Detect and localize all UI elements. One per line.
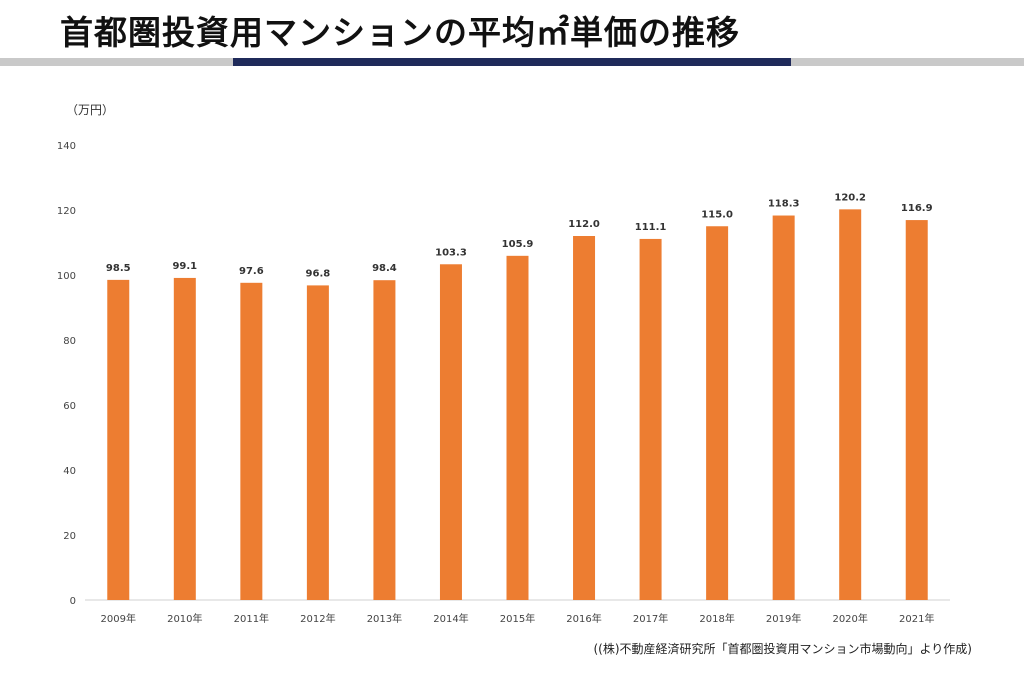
bar <box>506 255 529 600</box>
x-category-label: 2019年 <box>766 612 801 625</box>
bar-value-label: 103.3 <box>435 247 467 258</box>
x-category-label: 2013年 <box>367 612 402 625</box>
x-category-label: 2012年 <box>300 612 335 625</box>
bar <box>706 226 729 600</box>
y-tick-label: 0 <box>70 596 76 607</box>
bar-value-label: 112.0 <box>568 219 600 230</box>
x-category-label: 2017年 <box>633 612 668 625</box>
x-category-label: 2010年 <box>167 612 202 625</box>
x-category-label: 2009年 <box>101 612 136 625</box>
bar-value-label: 111.1 <box>635 222 667 233</box>
bar <box>240 282 263 600</box>
x-category-label: 2018年 <box>699 612 734 625</box>
x-category-label: 2015年 <box>500 612 535 625</box>
x-category-label: 2021年 <box>899 612 934 625</box>
bar-value-label: 96.8 <box>306 268 331 279</box>
bar-value-label: 116.9 <box>901 203 933 214</box>
bar-value-label: 120.2 <box>834 192 866 203</box>
chart-area: （万円） 0 20 40 60 80 100 120 140 98.5 99.1 97.6 96.8… <box>0 90 1024 650</box>
y-tick-label: 80 <box>63 336 76 347</box>
x-axis-category-labels: 2009年 2010年 2011年 2012年 2013年 2014年 2015年 2016年… <box>101 612 935 625</box>
y-tick-label: 60 <box>63 401 76 412</box>
bar-chart: （万円） 0 20 40 60 80 100 120 140 98.5 99.1 97.6 96.8… <box>57 103 950 625</box>
bar <box>639 238 662 601</box>
x-category-label: 2016年 <box>566 612 601 625</box>
bar-value-label: 99.1 <box>172 261 197 272</box>
bar-value-label: 105.9 <box>502 239 534 250</box>
y-tick-label: 100 <box>57 271 76 282</box>
y-tick-label: 120 <box>57 206 76 217</box>
y-axis-ticks: 0 20 40 60 80 100 120 140 <box>57 141 76 607</box>
bar <box>373 280 396 600</box>
bar <box>839 209 862 600</box>
bar-value-label: 97.6 <box>239 266 264 277</box>
x-category-label: 2020年 <box>832 612 867 625</box>
title-underline-navy <box>233 58 791 66</box>
data-labels: 98.5 99.1 97.6 96.8 98.4 103.3 105.9 112.0 111.1… <box>106 192 933 279</box>
x-category-label: 2011年 <box>234 612 269 625</box>
bar <box>905 220 928 600</box>
source-note: ((株)不動産経済研究所「首都圏投資用マンション市場動向」より作成) <box>593 642 973 656</box>
page-title: 首都圏投資用マンションの平均㎡単価の推移 <box>60 13 740 52</box>
y-tick-label: 140 <box>57 141 76 152</box>
bar <box>772 215 795 600</box>
bar <box>306 285 329 600</box>
bar <box>573 236 596 600</box>
bar-series <box>107 209 928 601</box>
bar-value-label: 115.0 <box>701 209 733 220</box>
bar-value-label: 98.4 <box>372 263 397 274</box>
bar <box>107 279 130 600</box>
bar <box>439 264 462 600</box>
x-category-label: 2014年 <box>433 612 468 625</box>
y-axis-unit-label: （万円） <box>66 103 114 117</box>
bar-value-label: 98.5 <box>106 263 131 274</box>
bar <box>173 277 196 600</box>
y-tick-label: 40 <box>63 466 76 477</box>
bar-value-label: 118.3 <box>768 199 800 210</box>
y-tick-label: 20 <box>63 531 76 542</box>
